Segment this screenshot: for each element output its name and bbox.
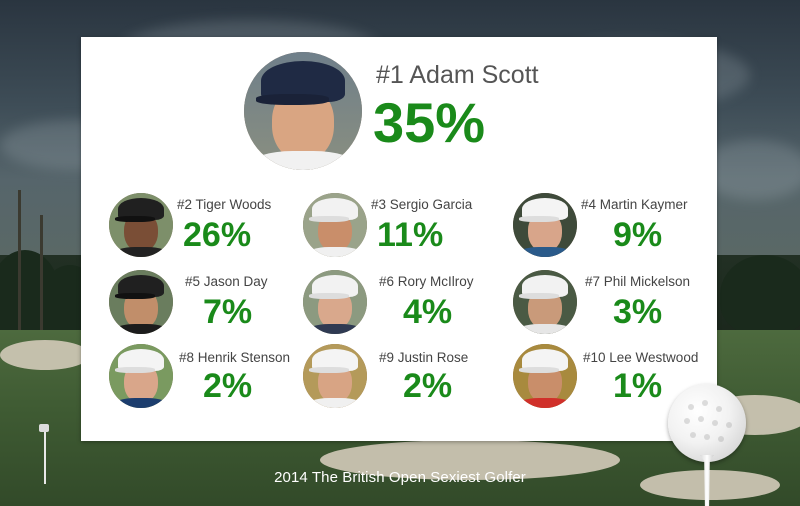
golfer-tile: #9 Justin Rose 2% — [303, 344, 503, 414]
golfer-percent: 2% — [403, 367, 453, 405]
flag-icon — [39, 424, 49, 432]
sand-bunker — [0, 340, 90, 370]
golfer-avatar — [303, 344, 367, 408]
golfer-name: #6 Rory McIlroy — [379, 274, 474, 289]
winner-avatar — [244, 52, 362, 170]
winner-name: #1 Adam Scott — [376, 61, 539, 89]
golfer-avatar — [109, 344, 173, 408]
golfer-tile: #10 Lee Westwood 1% — [513, 344, 713, 414]
golfer-name: #8 Henrik Stenson — [179, 350, 291, 365]
golfer-name: #9 Justin Rose — [379, 350, 469, 365]
golfer-name: #5 Jason Day — [185, 274, 268, 289]
sand-bunker — [320, 440, 620, 480]
footer-title: 2014 The British Open Sexiest Golfer — [274, 469, 526, 486]
golfer-avatar — [303, 270, 367, 334]
golfer-avatar — [109, 193, 173, 257]
golfer-percent: 1% — [613, 367, 663, 405]
sand-bunker — [640, 470, 780, 500]
golfer-percent: 11% — [377, 216, 444, 254]
flag-pole — [44, 424, 46, 484]
golfer-avatar — [303, 193, 367, 257]
golfer-avatar — [513, 344, 577, 408]
golfer-tile: #7 Phil Mickelson 3% — [513, 270, 713, 340]
golfer-name: #4 Martin Kaymer — [581, 197, 688, 212]
golfer-tile: #6 Rory McIlroy 4% — [303, 270, 503, 340]
palm-trunk — [18, 190, 21, 340]
ranking-card: #1 Adam Scott 35% #2 Tiger Woods 26% #3 … — [81, 37, 717, 441]
golfer-tile: #3 Sergio Garcia 11% — [303, 193, 503, 263]
golfer-percent: 2% — [203, 367, 253, 405]
golfer-avatar — [109, 270, 173, 334]
tree — [720, 255, 800, 335]
golfer-percent: 26% — [183, 216, 252, 254]
winner-percent: 35% — [373, 91, 486, 154]
golfer-tile: #8 Henrik Stenson 2% — [109, 344, 309, 414]
golfer-percent: 4% — [403, 293, 453, 331]
golfer-avatar — [513, 270, 577, 334]
golfer-tile: #5 Jason Day 7% — [109, 270, 309, 340]
golf-ball-icon — [668, 384, 746, 462]
golfer-percent: 9% — [613, 216, 663, 254]
golfer-name: #10 Lee Westwood — [583, 350, 699, 365]
palm-trunk — [40, 215, 43, 340]
golfer-percent: 7% — [203, 293, 253, 331]
golfer-name: #2 Tiger Woods — [177, 197, 272, 212]
golfer-percent: 3% — [613, 293, 663, 331]
golfer-name: #7 Phil Mickelson — [585, 274, 691, 289]
golfer-tile: #4 Martin Kaymer 9% — [513, 193, 713, 263]
golfer-tile: #2 Tiger Woods 26% — [109, 193, 309, 263]
golfer-name: #3 Sergio Garcia — [371, 197, 473, 212]
golfer-avatar — [513, 193, 577, 257]
